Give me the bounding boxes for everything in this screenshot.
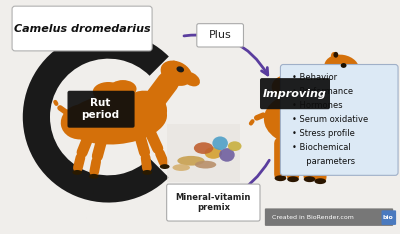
FancyArrowPatch shape (160, 154, 164, 162)
Ellipse shape (304, 176, 316, 182)
FancyBboxPatch shape (265, 208, 393, 226)
Ellipse shape (72, 170, 82, 175)
FancyArrowPatch shape (60, 108, 69, 114)
Ellipse shape (346, 66, 367, 80)
Ellipse shape (65, 93, 167, 145)
Text: • Stress profile: • Stress profile (292, 129, 355, 138)
FancyBboxPatch shape (68, 91, 134, 128)
Text: • Serum oxidative: • Serum oxidative (292, 115, 368, 124)
Wedge shape (23, 31, 169, 203)
Ellipse shape (93, 82, 124, 102)
Ellipse shape (194, 142, 213, 154)
Ellipse shape (264, 92, 342, 146)
Ellipse shape (177, 156, 204, 166)
Ellipse shape (176, 66, 184, 72)
FancyArrowPatch shape (157, 82, 168, 97)
Ellipse shape (204, 147, 222, 159)
FancyBboxPatch shape (167, 184, 260, 221)
Ellipse shape (228, 141, 242, 151)
FancyArrowPatch shape (159, 77, 173, 95)
Ellipse shape (334, 52, 338, 58)
Ellipse shape (315, 153, 326, 161)
Text: Rut
period: Rut period (82, 98, 120, 121)
FancyArrowPatch shape (78, 158, 80, 168)
FancyArrowPatch shape (322, 76, 334, 97)
Text: • Performance: • Performance (292, 87, 353, 96)
Ellipse shape (304, 150, 315, 159)
Ellipse shape (287, 176, 299, 182)
Text: Plus: Plus (209, 30, 232, 40)
Ellipse shape (274, 175, 286, 181)
FancyBboxPatch shape (260, 78, 330, 109)
Text: • Behavior: • Behavior (292, 73, 337, 82)
FancyArrowPatch shape (138, 130, 144, 152)
Ellipse shape (142, 170, 152, 175)
Text: bio: bio (383, 215, 394, 220)
Ellipse shape (124, 91, 167, 128)
FancyArrowPatch shape (257, 115, 263, 118)
Text: Created in BioRender.com: Created in BioRender.com (272, 215, 354, 220)
FancyArrowPatch shape (94, 161, 96, 172)
Ellipse shape (275, 150, 286, 158)
Ellipse shape (160, 164, 170, 169)
Ellipse shape (324, 55, 359, 80)
Ellipse shape (89, 174, 99, 179)
FancyArrowPatch shape (82, 133, 90, 152)
Ellipse shape (109, 80, 136, 98)
Text: Mineral-vitamin
premix: Mineral-vitamin premix (176, 193, 251, 212)
FancyBboxPatch shape (382, 210, 396, 225)
Ellipse shape (161, 61, 192, 86)
FancyArrowPatch shape (251, 121, 252, 124)
Ellipse shape (283, 71, 303, 83)
FancyArrowPatch shape (320, 80, 331, 99)
Ellipse shape (341, 63, 346, 68)
Ellipse shape (195, 161, 216, 168)
Text: Improving: Improving (263, 89, 327, 99)
Ellipse shape (314, 178, 326, 184)
Ellipse shape (331, 52, 339, 63)
FancyArrowPatch shape (97, 136, 103, 156)
FancyBboxPatch shape (197, 24, 244, 47)
Ellipse shape (219, 148, 235, 162)
Ellipse shape (212, 136, 228, 150)
FancyBboxPatch shape (167, 124, 240, 182)
Ellipse shape (172, 164, 190, 171)
Ellipse shape (61, 104, 102, 139)
Text: parameters: parameters (301, 157, 355, 166)
Ellipse shape (288, 150, 298, 159)
Ellipse shape (272, 74, 309, 99)
Ellipse shape (168, 61, 177, 68)
FancyBboxPatch shape (12, 6, 152, 51)
FancyArrowPatch shape (55, 102, 56, 104)
FancyArrowPatch shape (148, 128, 158, 149)
Text: • Biochemical: • Biochemical (292, 143, 351, 152)
FancyBboxPatch shape (280, 65, 398, 175)
FancyArrowPatch shape (146, 158, 147, 168)
Ellipse shape (182, 72, 200, 86)
Ellipse shape (288, 73, 317, 93)
Text: Camelus dromedarius: Camelus dromedarius (14, 24, 150, 33)
Text: • Hormones: • Hormones (292, 101, 343, 110)
